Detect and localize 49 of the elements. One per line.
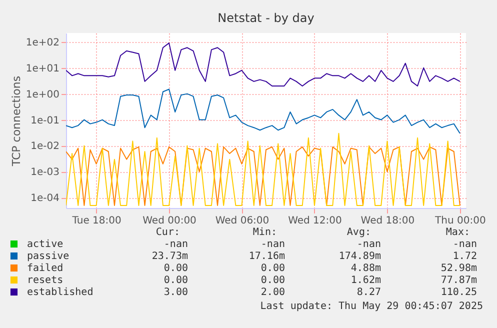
y-tick-label: 1e-03 — [30, 167, 60, 178]
legend-label: failed — [27, 263, 64, 274]
text: Cur: — [156, 227, 180, 238]
x-tick-label: Wed 00:00 — [142, 216, 196, 226]
text: 0.00 — [164, 263, 188, 274]
text: 110.25 — [440, 287, 477, 298]
line-series — [66, 42, 460, 86]
text: 4.88m — [350, 263, 381, 274]
line-series — [66, 88, 460, 134]
text: 174.89m — [338, 251, 381, 262]
legend-label: resets — [27, 275, 64, 286]
text: 77.87m — [440, 275, 477, 286]
text: 0.00 — [164, 275, 188, 286]
text: -nan — [452, 239, 477, 250]
legend-label: passive — [27, 251, 70, 262]
text: Last update: Thu May 29 00:45:07 2025 — [260, 301, 483, 312]
text: Max: — [446, 227, 470, 238]
text: -nan — [260, 239, 285, 250]
text: 23.73m — [152, 251, 188, 262]
x-tick-label: Thu 00:00 — [434, 216, 486, 226]
x-tick-label: Wed 18:00 — [360, 216, 415, 226]
text: 8.27 — [356, 287, 381, 298]
text: -nan — [356, 239, 381, 250]
y-tick-label: 1e-02 — [30, 141, 60, 152]
text: 0.00 — [260, 263, 285, 274]
line-series — [66, 132, 460, 206]
line-series — [66, 146, 460, 206]
text: Min: — [252, 227, 277, 238]
chart-title: Netstat - by day — [218, 11, 314, 25]
legend-label: active — [27, 239, 64, 250]
text: -nan — [164, 239, 188, 250]
text: 1.72 — [452, 251, 477, 262]
text: 52.98m — [440, 263, 477, 274]
y-axis-title: TCP connections — [10, 76, 23, 168]
y-tick-label: 1e-04 — [30, 193, 60, 204]
x-tick-label: Wed 12:00 — [288, 216, 342, 226]
x-tick-label: Tue 18:00 — [71, 216, 122, 226]
y-tick-label: 1e+00 — [26, 89, 60, 100]
text: 0.00 — [260, 275, 285, 286]
text: 17.16m — [248, 251, 285, 262]
text: Avg: — [346, 227, 371, 238]
legend-label: established — [27, 287, 94, 298]
y-tick-label: 1e-01 — [30, 115, 60, 126]
text: 2.00 — [260, 287, 285, 298]
x-tick-label: Wed 06:00 — [215, 216, 270, 226]
text: 1.62m — [350, 275, 381, 286]
y-tick-label: 1e+01 — [26, 63, 60, 74]
y-tick-label: 1e+02 — [26, 37, 60, 48]
text: 3.00 — [164, 287, 188, 298]
